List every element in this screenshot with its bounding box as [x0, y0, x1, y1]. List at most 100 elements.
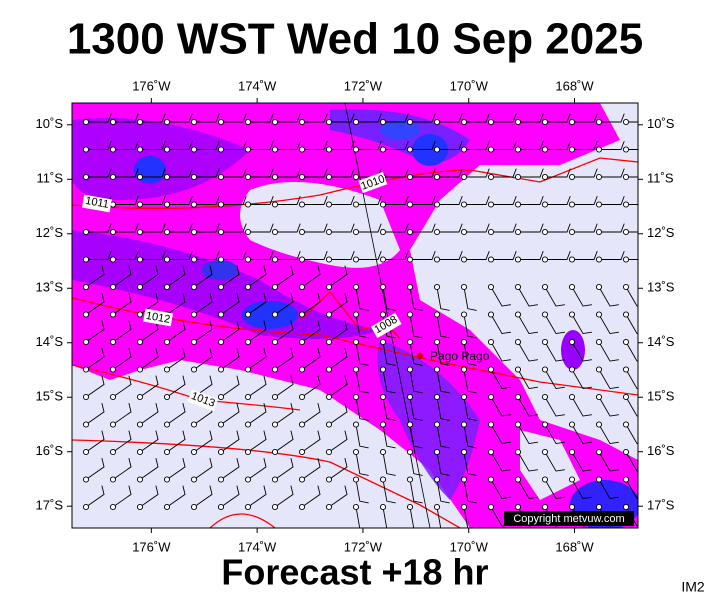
- wind-barb: [271, 223, 301, 236]
- wind-barb: [298, 458, 321, 483]
- wind-barb: [325, 168, 355, 181]
- lat-label: 17˚S: [647, 498, 675, 513]
- barb-station: [109, 421, 117, 428]
- barb-station: [541, 421, 549, 428]
- wind-barb: [460, 421, 477, 449]
- barb-station: [514, 393, 522, 401]
- barb-station: [244, 366, 252, 373]
- barb-station: [352, 228, 360, 236]
- wind-barb: [109, 223, 139, 236]
- barb-station: [595, 118, 603, 126]
- barb-staff: [193, 348, 213, 370]
- barb-staff: [140, 113, 166, 123]
- wind-barb: [244, 348, 267, 373]
- barb-station: [190, 173, 198, 181]
- barb-station: [568, 311, 576, 318]
- barb-station: [622, 476, 630, 483]
- barb-staff: [544, 286, 565, 307]
- barb-staff: [490, 286, 511, 307]
- barb-station: [379, 146, 387, 153]
- barb-staff: [598, 424, 619, 445]
- barb-station: [622, 503, 630, 511]
- wind-barb: [433, 283, 450, 311]
- wind-barb: [622, 338, 638, 362]
- barb-staff: [409, 451, 423, 476]
- barb-station: [568, 338, 576, 346]
- barb-station: [541, 503, 549, 511]
- wind-barb: [244, 458, 267, 483]
- wind-barb: [406, 338, 423, 366]
- barb-station: [82, 338, 90, 346]
- barb-staff: [274, 403, 294, 425]
- barb-station: [82, 256, 90, 263]
- barb-station: [352, 256, 360, 263]
- wind-barb: [622, 393, 638, 417]
- barb-station: [217, 118, 225, 126]
- barb-staff: [167, 140, 193, 150]
- barb-staff: [437, 223, 463, 233]
- barb-staff: [274, 375, 294, 398]
- barb-staff: [301, 293, 321, 315]
- barb-staff: [437, 250, 463, 260]
- barb-staff: [85, 430, 105, 453]
- wind-barb: [379, 223, 409, 236]
- barb-staff: [85, 458, 105, 480]
- barb-station: [352, 201, 360, 208]
- barb-station: [514, 311, 522, 318]
- barb-station: [352, 173, 360, 181]
- barb-staff: [301, 485, 321, 508]
- wind-barb: [325, 458, 348, 483]
- barb-staff: [464, 168, 490, 178]
- barb-staff: [409, 341, 423, 366]
- isobar-label: 1011: [84, 195, 109, 211]
- barb-station: [487, 228, 495, 236]
- barb-staff: [167, 223, 193, 233]
- barb-staff: [274, 485, 294, 508]
- barb-station: [325, 421, 333, 428]
- barb-station: [379, 201, 387, 208]
- barb-staff: [409, 479, 423, 504]
- barb-station: [109, 228, 117, 236]
- barb-station: [379, 366, 387, 373]
- wind-barb: [460, 168, 490, 181]
- barb-station: [82, 173, 90, 181]
- barb-station: [406, 146, 414, 153]
- barb-staff: [545, 223, 571, 233]
- wind-barb: [379, 250, 409, 263]
- barb-staff: [545, 113, 571, 123]
- barb-station: [595, 228, 603, 236]
- wind-barb: [352, 311, 369, 339]
- barb-station: [487, 503, 495, 511]
- wind-barb: [514, 223, 544, 236]
- barb-station: [217, 256, 225, 263]
- wind-barb: [163, 140, 193, 153]
- barb-station: [352, 118, 360, 126]
- wind-barb: [163, 348, 186, 373]
- barb-station: [568, 228, 576, 236]
- wind-barb: [190, 195, 220, 208]
- label-box: [81, 194, 112, 213]
- barb-staff: [572, 140, 598, 150]
- barb-staff: [112, 430, 132, 453]
- barb-station: [595, 476, 603, 483]
- wind-barb: [298, 403, 321, 428]
- wind-barb: [190, 430, 213, 456]
- barb-staff: [248, 250, 274, 260]
- barb-staff: [437, 140, 463, 150]
- precip-moderate: [561, 330, 585, 370]
- wind-barb: [109, 375, 132, 401]
- wind-barb: [460, 476, 477, 504]
- lon-label: 168˚W: [555, 78, 594, 93]
- copyright-box: [504, 511, 634, 526]
- barb-staff: [274, 458, 294, 480]
- barb-station: [325, 503, 333, 511]
- barb-staff: [544, 341, 565, 362]
- wind-barb: [568, 168, 598, 181]
- wind-barb: [136, 265, 159, 291]
- barb-station: [325, 201, 333, 208]
- barb-staff: [302, 195, 328, 205]
- barb-station: [514, 118, 522, 126]
- wind-barb: [541, 311, 565, 335]
- map-frame: [71, 102, 639, 529]
- barb-staff: [436, 396, 450, 421]
